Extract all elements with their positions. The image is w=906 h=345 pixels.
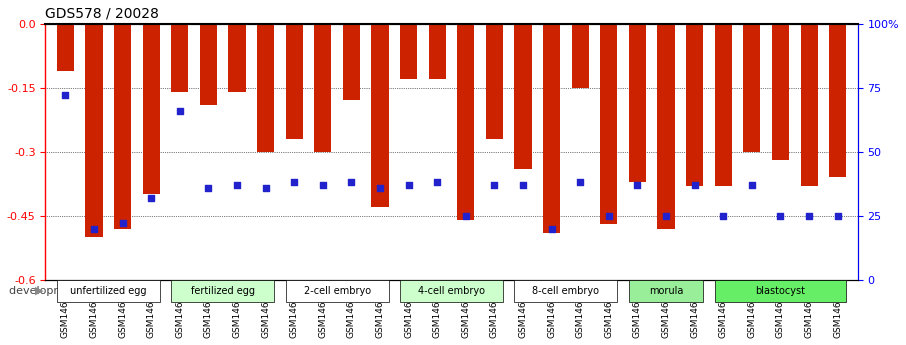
Point [144, 195, 159, 200]
Point [516, 182, 530, 188]
Bar [829, 23, 846, 177]
Bar [57, 23, 74, 70]
Bar [658, 23, 675, 229]
Point [258, 185, 273, 190]
Bar [142, 23, 159, 195]
Bar [686, 23, 703, 186]
Point [430, 180, 445, 185]
Bar [314, 23, 332, 152]
Text: GDS578 / 20028: GDS578 / 20028 [45, 7, 159, 21]
Bar [285, 23, 303, 139]
Text: 8-cell embryo: 8-cell embryo [533, 286, 600, 296]
Point [115, 221, 130, 226]
Point [487, 182, 502, 188]
Bar [85, 23, 102, 237]
Point [287, 180, 302, 185]
Text: 2-cell embryo: 2-cell embryo [304, 286, 371, 296]
Bar [486, 23, 503, 139]
Text: ▶: ▶ [34, 286, 43, 296]
Bar [801, 23, 818, 186]
Point [573, 180, 587, 185]
Point [602, 213, 616, 219]
Text: fertilized egg: fertilized egg [191, 286, 255, 296]
Bar [200, 23, 217, 105]
Bar [772, 23, 789, 160]
Point [87, 226, 101, 231]
Point [315, 182, 330, 188]
Point [401, 182, 416, 188]
Point [802, 213, 816, 219]
Bar [601, 23, 618, 224]
Bar [257, 23, 275, 152]
Bar [515, 23, 532, 169]
Text: development stage: development stage [9, 286, 117, 296]
Text: morula: morula [649, 286, 683, 296]
Point [344, 180, 359, 185]
Point [372, 185, 387, 190]
Point [745, 182, 759, 188]
Bar [629, 23, 646, 181]
Bar [228, 23, 246, 92]
Point [201, 185, 216, 190]
Bar [543, 23, 560, 233]
Point [458, 213, 473, 219]
Point [631, 182, 645, 188]
Point [716, 213, 730, 219]
Bar [371, 23, 389, 207]
Bar [342, 23, 360, 100]
Point [773, 213, 787, 219]
Bar [429, 23, 446, 79]
Bar [171, 23, 188, 92]
Point [831, 213, 845, 219]
Point [230, 182, 245, 188]
Bar [572, 23, 589, 88]
Text: unfertilized egg: unfertilized egg [70, 286, 147, 296]
Point [173, 108, 188, 114]
Bar [715, 23, 732, 186]
Bar [400, 23, 418, 79]
Bar [458, 23, 475, 220]
Bar [114, 23, 131, 229]
Point [58, 92, 72, 98]
Bar [743, 23, 760, 152]
Point [545, 226, 559, 231]
Point [659, 213, 673, 219]
Text: 4-cell embryo: 4-cell embryo [418, 286, 485, 296]
Point [688, 182, 702, 188]
Text: blastocyst: blastocyst [756, 286, 805, 296]
